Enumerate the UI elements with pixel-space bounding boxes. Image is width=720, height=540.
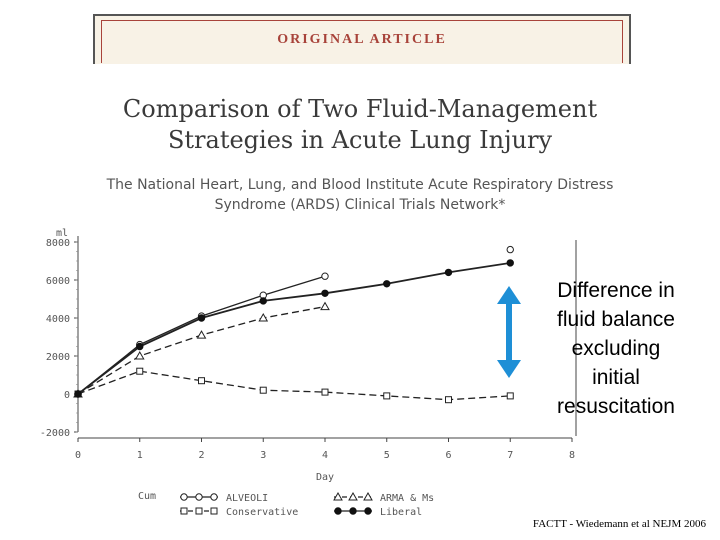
legend-marker [334, 507, 342, 515]
data-point [383, 280, 391, 288]
article-header-box: ORIGINAL ARTICLE [93, 14, 631, 64]
data-point [320, 301, 330, 311]
article-subtitle-line-1: The National Heart, Lung, and Blood Inst… [106, 177, 614, 193]
data-point [321, 289, 329, 297]
y-tick-label: 0 [64, 390, 70, 401]
legend-marker [210, 493, 218, 501]
article-subtitle-line-2: Syndrome (ARDS) Clinical Trials Network* [214, 197, 506, 213]
series-liberal [74, 259, 514, 398]
callout-line-4: initial [592, 366, 640, 389]
data-point [383, 392, 391, 400]
x-tick-label: 0 [75, 450, 81, 461]
legend-entry: ALVEOLI [180, 493, 268, 504]
data-point [506, 245, 514, 254]
article-header-frame: ORIGINAL ARTICLE [101, 20, 623, 63]
data-point [321, 388, 329, 396]
y-tick-label: 4000 [46, 314, 70, 325]
data-point [506, 392, 514, 400]
legend-marker [210, 507, 218, 515]
data-point [197, 314, 206, 322]
legend-label: Conservative [226, 507, 298, 518]
article-type-label: ORIGINAL ARTICLE [277, 32, 447, 47]
y-tick-label: 2000 [46, 352, 70, 363]
legend-marker [333, 491, 343, 501]
data-point [134, 350, 145, 360]
chart-axes: 8000 6000 4000 2000 0 -2000 ml 0 1 2 3 4 5 6 7 8 Day [40, 228, 577, 483]
y-tick-label: 6000 [46, 276, 70, 287]
data-point [259, 297, 267, 305]
legend-label: ARMA & Ms [380, 493, 434, 504]
data-point [74, 390, 82, 398]
series-conservative [74, 367, 514, 404]
arrow-head-up [497, 286, 521, 304]
series-line [77, 262, 511, 395]
legend-entry: Liberal [334, 507, 422, 518]
y-tick-label: -2000 [40, 428, 70, 439]
x-tick-label: 4 [322, 450, 328, 461]
x-tick-label: 7 [507, 450, 513, 461]
legend-marker [348, 491, 358, 501]
callout-line-3: excluding [571, 337, 661, 360]
legend-marker [349, 507, 357, 515]
x-tick-label: 8 [569, 450, 575, 461]
legend-label: Liberal [380, 507, 422, 518]
data-point [506, 259, 514, 267]
data-point [136, 342, 144, 351]
arrow-head-down [497, 360, 521, 378]
legend-entry: Conservative [180, 507, 298, 518]
data-point [321, 272, 329, 280]
callout-line-2: fluid balance [557, 308, 675, 331]
data-point [445, 396, 452, 404]
citation: FACTT - Wiedemann et al NEJM 2006 [532, 518, 706, 530]
data-point [198, 377, 205, 385]
legend-marker [180, 507, 188, 515]
legend-marker [180, 493, 188, 501]
x-tick-label: 1 [137, 450, 143, 461]
callout-line-1: Difference in [557, 279, 675, 302]
data-point [444, 268, 453, 277]
legend-marker [195, 493, 203, 501]
data-point [258, 312, 269, 322]
article-title-line-2: Strategies in Acute Lung Injury [167, 126, 553, 154]
x-tick-label: 6 [445, 450, 451, 461]
callout-line-5: resuscitation [557, 395, 675, 418]
article-subtitle: The National Heart, Lung, and Blood Inst… [60, 175, 660, 215]
data-point [196, 330, 207, 339]
legend-marker [363, 491, 373, 501]
data-point [136, 367, 144, 375]
chart-series [73, 245, 514, 404]
difference-arrow [497, 286, 521, 378]
chart-legend: Cum ALVEOLI ARMA & Ms Conservative Liberal [138, 491, 434, 518]
x-tick-label: 3 [260, 450, 266, 461]
legend-label: ALVEOLI [226, 493, 268, 504]
x-tick-label: 5 [384, 450, 390, 461]
x-axis-label: Day [316, 472, 334, 483]
legend-marker [364, 507, 372, 515]
legend-marker [195, 507, 203, 515]
article-title: Comparison of Two Fluid-Management Strat… [60, 94, 660, 156]
legend-entry: ARMA & Ms [333, 491, 434, 504]
x-tick-label: 2 [198, 450, 204, 461]
legend-prefix: Cum [138, 491, 156, 502]
data-point [259, 386, 267, 394]
article-title-line-1: Comparison of Two Fluid-Management [122, 95, 598, 123]
series-line [77, 370, 511, 401]
y-axis-label: ml [56, 228, 68, 239]
y-tick-label: 8000 [46, 238, 70, 249]
difference-callout: Difference in fluid balance excluding in… [536, 276, 696, 421]
